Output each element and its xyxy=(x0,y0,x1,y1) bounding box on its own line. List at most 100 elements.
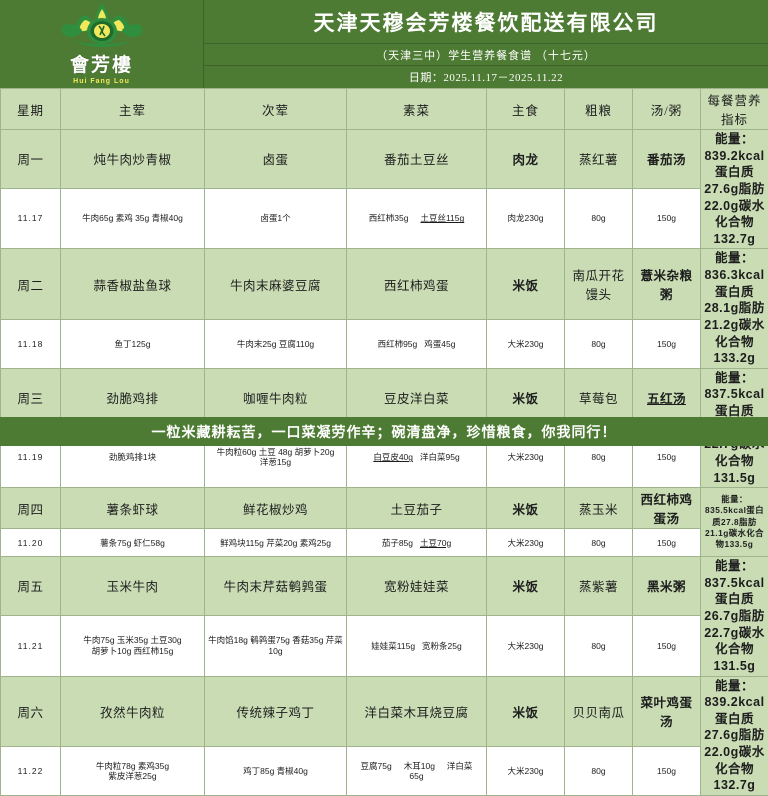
weekday-label: 周五 xyxy=(1,557,61,616)
grams-coarse-grain: 80g xyxy=(565,188,633,249)
nutrition-cell: 能量：837.5kcal蛋白质26.7g脂肪22.7g碳水化合物131.5g xyxy=(701,557,768,676)
dish-staple: 肉龙 xyxy=(487,130,565,189)
dish-coarse-grain: 蒸红薯 xyxy=(565,130,633,189)
col-header-second-meat: 次荤 xyxy=(205,89,347,130)
dish-main-meat: 薯条虾球 xyxy=(61,488,205,529)
footer-slogan-banner: 一粒米藏耕耘苦，一口菜凝劳作辛；碗清盘净，珍惜粮食，你我同行！ xyxy=(0,417,768,446)
dish-second-meat: 卤蛋 xyxy=(205,130,347,189)
grams-second-meat: 牛肉末25g 豆腐110g xyxy=(205,320,347,368)
dish-coarse-grain: 蒸紫薯 xyxy=(565,557,633,616)
dish-second-meat: 牛肉末芹菇鹌鹑蛋 xyxy=(205,557,347,616)
poster-header: 會芳樓 Hui Fang Lou 天津天穆会芳楼餐饮配送有限公司 （天津三中）学… xyxy=(0,0,768,88)
date-label: 11.17 xyxy=(1,188,61,249)
nutrition-cell: 能量：839.2kcal蛋白质27.6g脂肪22.0g碳水化合物132.7g xyxy=(701,676,768,795)
date-label: 11.18 xyxy=(1,320,61,368)
dish-main-meat: 玉米牛肉 xyxy=(61,557,205,616)
dish-coarse-grain: 贝贝南瓜 xyxy=(565,676,633,747)
table-header-row: 星期 主荤 次荤 素菜 主食 粗粮 汤/粥 每餐营养指标 xyxy=(1,89,768,130)
nutrition-cell: 能量：839.2kcal蛋白质27.6g脂肪22.0g碳水化合物132.7g xyxy=(701,130,768,249)
menu-poster: 會芳樓 Hui Fang Lou 天津天穆会芳楼餐饮配送有限公司 （天津三中）学… xyxy=(0,0,768,446)
grams-coarse-grain: 80g xyxy=(565,747,633,795)
footer-slogan-text: 一粒米藏耕耘苦，一口菜凝劳作辛；碗清盘净，珍惜粮食，你我同行！ xyxy=(152,422,617,442)
date-label: 11.21 xyxy=(1,615,61,676)
dish-second-meat: 鲜花椒炒鸡 xyxy=(205,488,347,529)
table-row: 周二 蒜香椒盐鱼球 牛肉末麻婆豆腐 西红柿鸡蛋 米饭 南瓜开花馒头 薏米杂粮粥 … xyxy=(1,249,768,320)
grams-staple: 大米230g xyxy=(487,615,565,676)
brand-name-cn: 會芳樓 xyxy=(70,56,133,75)
col-header-nutrition: 每餐营养指标 xyxy=(701,89,768,130)
grams-soup: 150g xyxy=(633,188,701,249)
grams-soup: 150g xyxy=(633,615,701,676)
brand-name-en: Hui Fang Lou xyxy=(73,78,130,85)
weekday-label: 周四 xyxy=(1,488,61,529)
dish-soup: 番茄汤 xyxy=(633,130,701,189)
grams-second-meat: 卤蛋1个 xyxy=(205,188,347,249)
dish-vegetable: 西红柿鸡蛋 xyxy=(347,249,487,320)
dish-staple: 米饭 xyxy=(487,488,565,529)
dish-vegetable: 土豆茄子 xyxy=(347,488,487,529)
grams-main-meat: 薯条75g 虾仁58g xyxy=(61,529,205,557)
col-header-main-meat: 主荤 xyxy=(61,89,205,130)
grams-second-meat: 鲜鸡块115g 芹菜20g 素鸡25g xyxy=(205,529,347,557)
dish-second-meat: 牛肉末麻婆豆腐 xyxy=(205,249,347,320)
dish-vegetable: 番茄土豆丝 xyxy=(347,130,487,189)
dish-coarse-grain: 南瓜开花馒头 xyxy=(565,249,633,320)
grams-main-meat: 牛肉65g 素鸡 35g 青椒40g xyxy=(61,188,205,249)
col-header-staple: 主食 xyxy=(487,89,565,130)
nutrition-cell: 能量：836.3kcal蛋白质28.1g脂肪21.2g碳水化合物133.2g xyxy=(701,249,768,368)
table-row: 11.20 薯条75g 虾仁58g 鲜鸡块115g 芹菜20g 素鸡25g 茄子… xyxy=(1,529,768,557)
dish-main-meat: 孜然牛肉粒 xyxy=(61,676,205,747)
menu-subtitle: （天津三中）学生营养餐食谱 （十七元） xyxy=(204,44,768,66)
table-row: 周六 孜然牛肉粒 传统辣子鸡丁 洋白菜木耳烧豆腐 米饭 贝贝南瓜 菜叶鸡蛋汤 能… xyxy=(1,676,768,747)
dish-vegetable: 洋白菜木耳烧豆腐 xyxy=(347,676,487,747)
date-label: 11.22 xyxy=(1,747,61,795)
col-header-vegetable: 素菜 xyxy=(347,89,487,130)
brand-logo: 會芳樓 Hui Fang Lou xyxy=(54,1,150,85)
grams-staple: 大米230g xyxy=(487,529,565,557)
weekday-label: 周六 xyxy=(1,676,61,747)
dish-soup: 薏米杂粮粥 xyxy=(633,249,701,320)
dish-staple: 米饭 xyxy=(487,557,565,616)
dish-soup: 菜叶鸡蛋汤 xyxy=(633,676,701,747)
dish-staple: 米饭 xyxy=(487,249,565,320)
dish-soup: 黑米粥 xyxy=(633,557,701,616)
table-row: 周五 玉米牛肉 牛肉末芹菇鹌鹑蛋 宽粉娃娃菜 米饭 蒸紫薯 黑米粥 能量：837… xyxy=(1,557,768,616)
grams-soup: 150g xyxy=(633,747,701,795)
col-header-coarse-grain: 粗粮 xyxy=(565,89,633,130)
grams-staple: 大米230g xyxy=(487,747,565,795)
grams-coarse-grain: 80g xyxy=(565,529,633,557)
date-label: 11.20 xyxy=(1,529,61,557)
grams-soup: 150g xyxy=(633,529,701,557)
grams-staple: 大米230g xyxy=(487,320,565,368)
weekday-label: 周二 xyxy=(1,249,61,320)
grams-main-meat: 鱼丁125g xyxy=(61,320,205,368)
dish-main-meat: 蒜香椒盐鱼球 xyxy=(61,249,205,320)
weekday-label: 周一 xyxy=(1,130,61,189)
dish-main-meat: 炖牛肉炒青椒 xyxy=(61,130,205,189)
company-title: 天津天穆会芳楼餐饮配送有限公司 xyxy=(204,0,768,44)
lotus-emblem-icon xyxy=(54,1,150,55)
dish-staple: 米饭 xyxy=(487,676,565,747)
dish-vegetable: 宽粉娃娃菜 xyxy=(347,557,487,616)
col-header-soup: 汤/粥 xyxy=(633,89,701,130)
dish-coarse-grain: 蒸玉米 xyxy=(565,488,633,529)
brand-logo-cell: 會芳樓 Hui Fang Lou xyxy=(0,0,204,88)
grams-coarse-grain: 80g xyxy=(565,615,633,676)
dish-second-meat: 传统辣子鸡丁 xyxy=(205,676,347,747)
grams-coarse-grain: 80g xyxy=(565,320,633,368)
grams-soup: 150g xyxy=(633,320,701,368)
col-header-weekday: 星期 xyxy=(1,89,61,130)
title-block: 天津天穆会芳楼餐饮配送有限公司 （天津三中）学生营养餐食谱 （十七元） 日期：2… xyxy=(204,0,768,88)
grams-second-meat: 鸡丁85g 青椒40g xyxy=(205,747,347,795)
grams-staple: 肉龙230g xyxy=(487,188,565,249)
